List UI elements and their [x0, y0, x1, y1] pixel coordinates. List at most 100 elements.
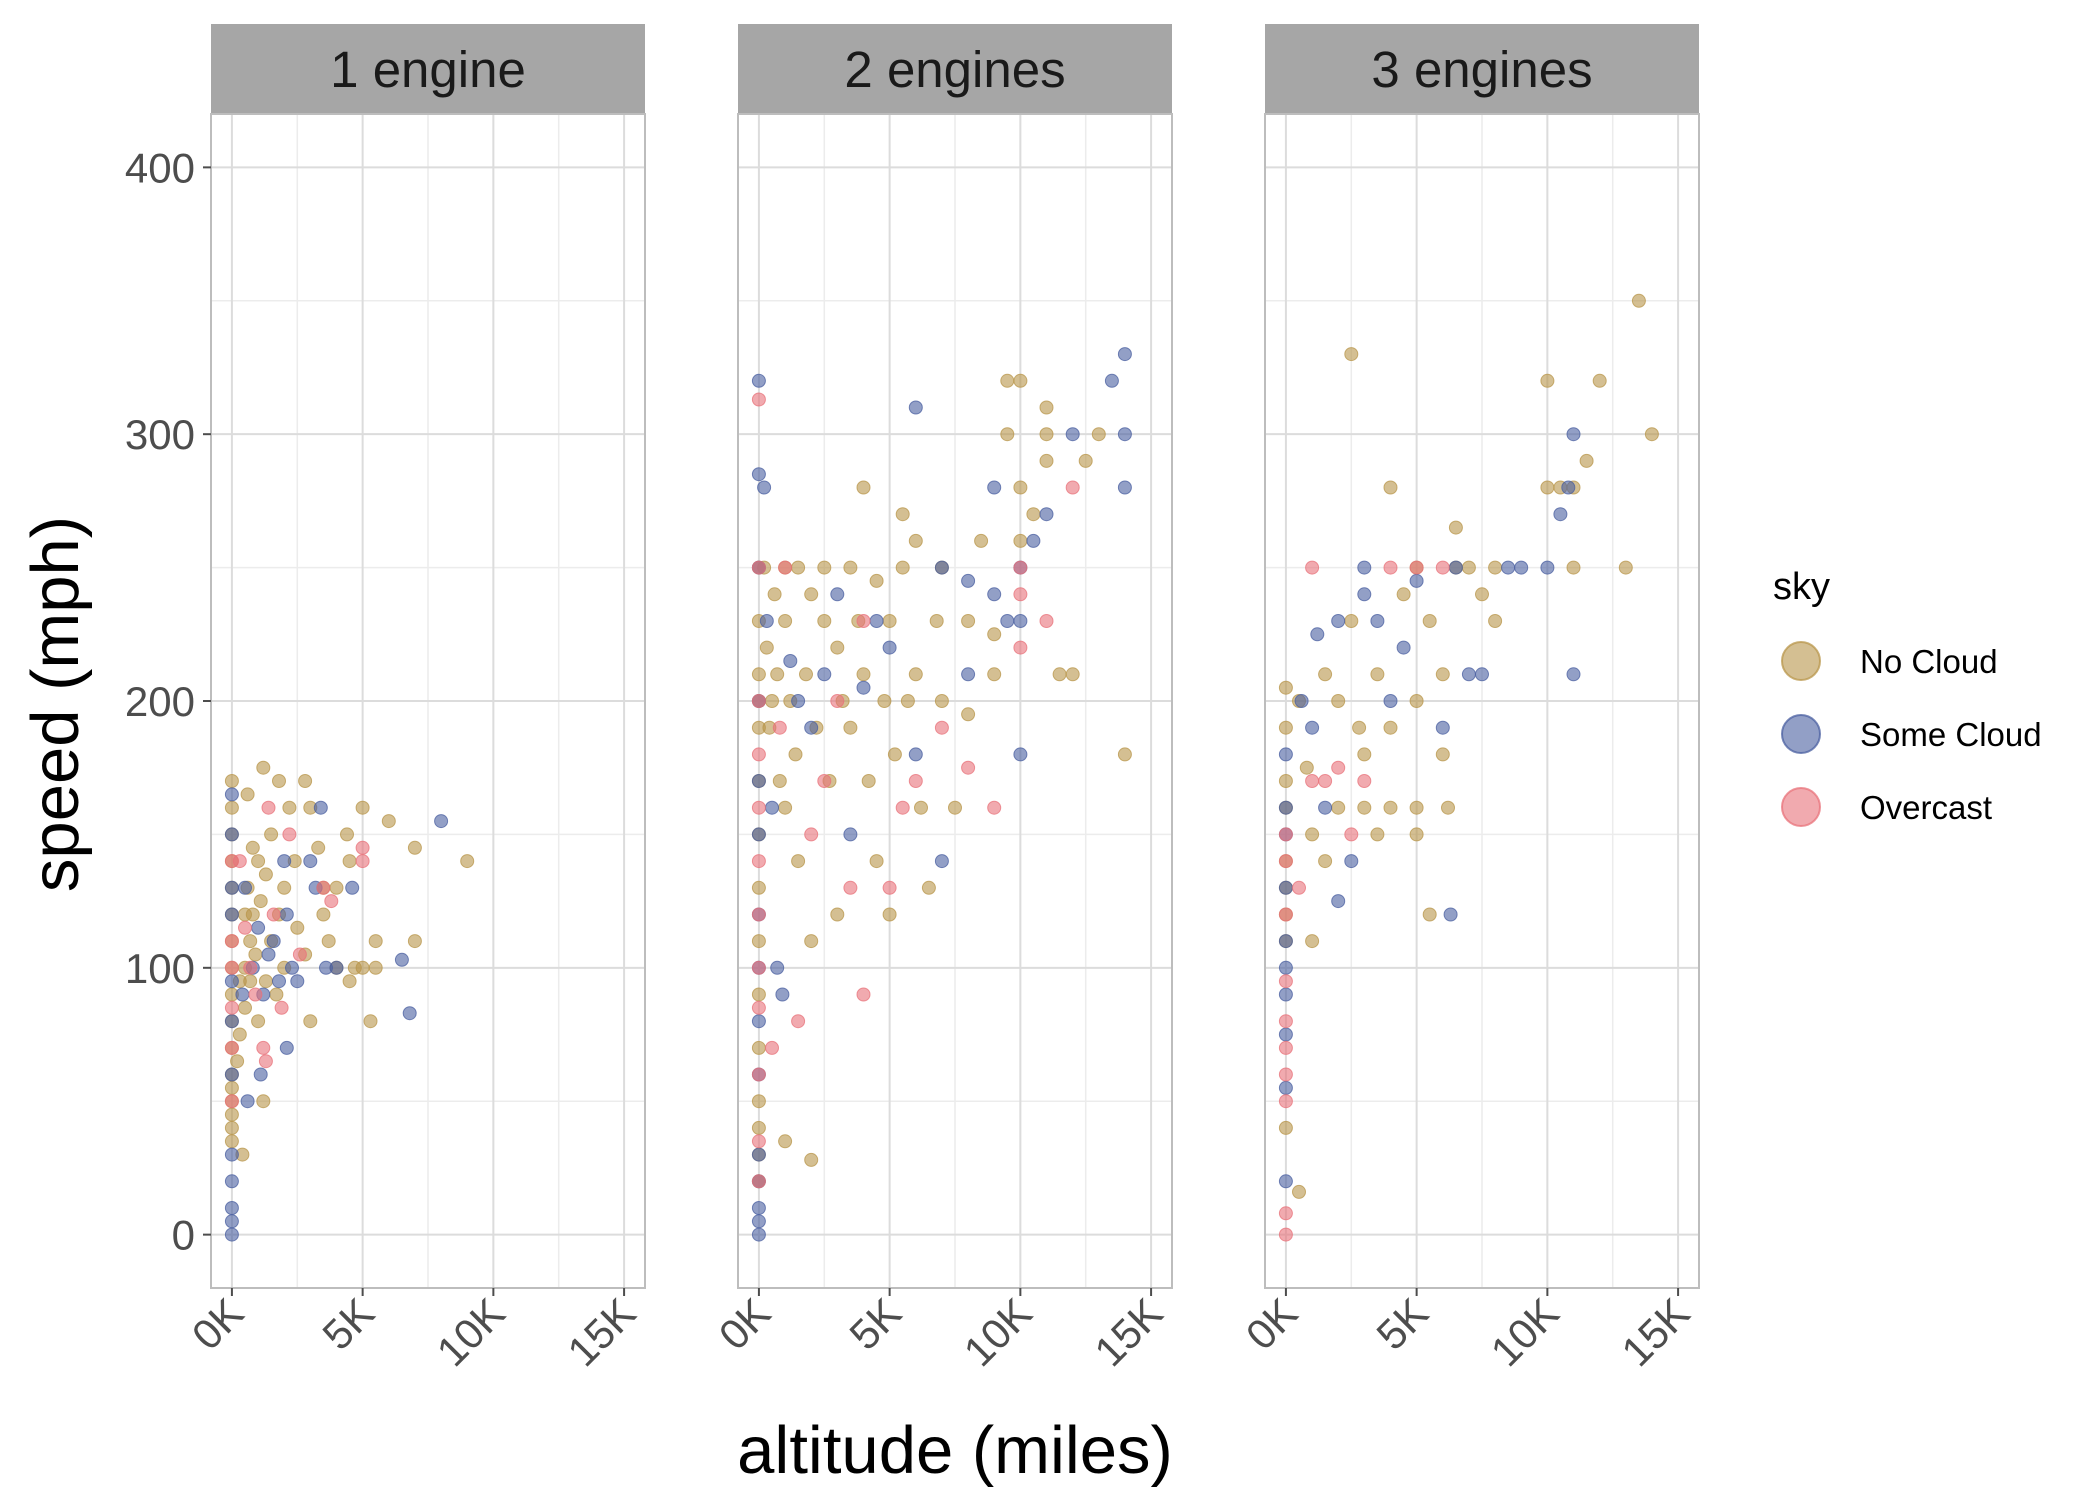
data-point: [775, 987, 790, 1002]
data-point: [266, 934, 281, 949]
data-point: [1357, 560, 1372, 575]
data-point: [961, 707, 976, 722]
data-point: [830, 694, 845, 708]
facet-panel: 3 engines 0K 5K 10K 15K: [1237, 24, 1700, 1375]
data-point: [1488, 560, 1503, 575]
data-point: [1441, 800, 1455, 815]
data-point: [751, 560, 766, 575]
data-point: [238, 1000, 252, 1015]
data-point: [434, 814, 449, 829]
data-point: [232, 1027, 247, 1042]
data-point: [224, 934, 239, 949]
data-point: [1039, 614, 1054, 628]
data-point: [908, 774, 923, 788]
facet-strip: [1265, 24, 1699, 114]
data-point: [342, 974, 357, 989]
data-point: [1278, 934, 1293, 949]
data-point: [355, 854, 370, 869]
data-point: [869, 614, 884, 628]
data-point: [817, 614, 832, 628]
data-point: [856, 667, 871, 682]
data-point: [751, 1147, 766, 1162]
data-point: [788, 747, 803, 762]
data-point: [224, 1174, 239, 1189]
data-point: [778, 560, 793, 575]
data-point: [1331, 894, 1346, 909]
data-point: [329, 960, 344, 975]
legend-key: [1781, 787, 1821, 827]
data-point: [934, 720, 949, 735]
data-point: [1383, 694, 1398, 708]
data-point: [355, 800, 370, 815]
points-layer: [751, 347, 1132, 1242]
data-point: [290, 920, 305, 935]
data-point: [908, 533, 923, 548]
data-point: [1501, 560, 1516, 575]
x-tick-label: 10K: [428, 1289, 514, 1375]
data-point: [402, 1006, 417, 1021]
x-tick-label: 15K: [1612, 1289, 1698, 1375]
data-point: [1409, 827, 1424, 842]
data-point: [1383, 480, 1398, 495]
data-point: [1370, 827, 1385, 842]
data-point: [1013, 533, 1028, 548]
data-point: [1488, 614, 1503, 628]
data-point: [224, 1067, 239, 1082]
data-point: [243, 934, 258, 949]
data-point: [1278, 974, 1293, 989]
data-point: [843, 720, 858, 735]
data-point: [1422, 614, 1437, 628]
data-point: [751, 392, 766, 407]
data-point: [921, 880, 936, 895]
data-point: [1278, 774, 1293, 788]
data-point: [799, 667, 813, 682]
data-point: [1278, 680, 1293, 695]
data-point: [1278, 827, 1293, 842]
data-point: [751, 1227, 766, 1242]
data-point: [895, 800, 910, 815]
data-point: [778, 614, 793, 628]
data-point: [1461, 667, 1476, 682]
data-point: [1292, 1184, 1306, 1199]
data-point: [765, 1040, 779, 1055]
data-point: [751, 467, 766, 482]
data-point: [751, 667, 766, 682]
data-point: [861, 774, 876, 788]
data-point: [407, 840, 422, 855]
data-point: [224, 880, 239, 895]
data-point: [987, 627, 1002, 642]
data-point: [751, 907, 766, 922]
data-point: [329, 880, 344, 895]
data-point: [1331, 614, 1346, 628]
x-tick-label: 15K: [558, 1289, 644, 1375]
data-point: [258, 974, 273, 989]
data-point: [298, 774, 313, 788]
data-point: [1344, 854, 1359, 869]
data-point: [1357, 800, 1372, 815]
data-point: [243, 974, 258, 989]
data-point: [368, 934, 383, 949]
legend-label: Overcast: [1860, 789, 1992, 826]
data-point: [1065, 427, 1080, 442]
data-point: [316, 880, 331, 895]
data-point: [1540, 480, 1555, 495]
legend-item-overcast: Overcast: [1781, 787, 1992, 827]
data-point: [830, 587, 845, 602]
data-point: [759, 614, 774, 628]
data-point: [1117, 747, 1132, 762]
data-point: [1443, 907, 1458, 922]
data-point: [251, 1014, 266, 1029]
data-point: [882, 614, 897, 628]
data-point: [751, 1120, 766, 1135]
data-point: [751, 880, 766, 895]
data-point: [381, 814, 396, 829]
data-point: [1475, 587, 1489, 602]
data-point: [961, 667, 976, 682]
data-point: [290, 974, 305, 989]
data-point: [1566, 427, 1581, 442]
data-point: [1370, 614, 1385, 628]
y-tick-label: 200: [125, 678, 195, 725]
data-point: [791, 694, 806, 708]
data-point: [751, 1000, 766, 1015]
data-point: [1540, 560, 1555, 575]
